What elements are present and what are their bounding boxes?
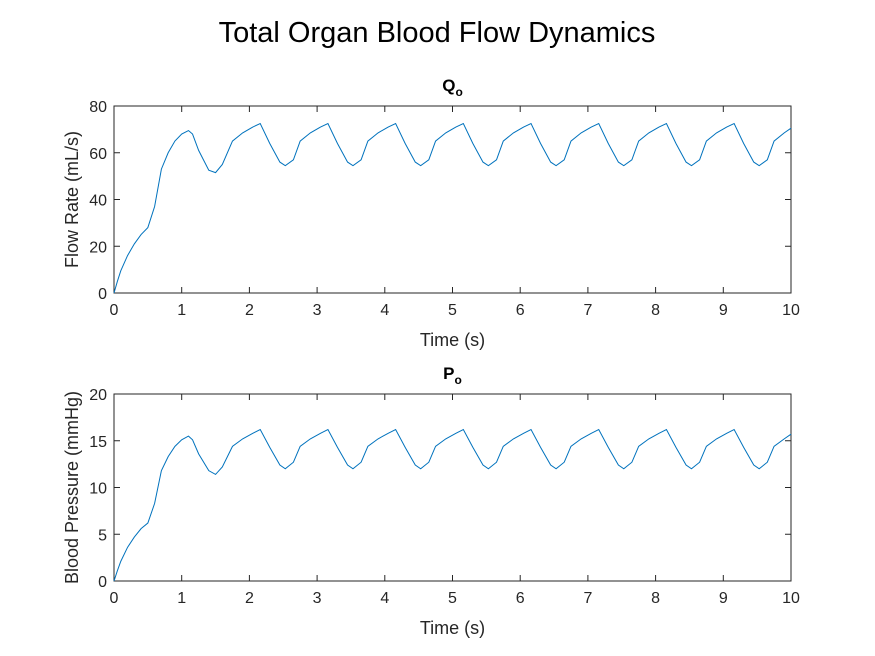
pressure-series-line [113,428,792,582]
flow-x-tick-label: 4 [380,302,389,319]
pressure-plot-frame [113,393,792,582]
flow-y-tick-label: 40 [89,193,107,210]
pressure-axes-title-subscript: o [455,373,462,387]
figure-title: Total Organ Blood Flow Dynamics [219,17,656,49]
pressure-x-tick-label: 2 [245,590,254,607]
flow-y-tick-label: 60 [89,146,107,163]
pressure-x-tick-label: 6 [516,590,525,607]
flow-y-tick-label: 0 [98,286,107,303]
pressure-y-axis-label: Blood Pressure (mmHg) [62,391,82,584]
pressure-axes-title-main: P [443,364,454,383]
flow-y-axis-label: Flow Rate (mL/s) [62,131,82,268]
pressure-x-tick-label: 9 [719,590,728,607]
pressure-y-tick-label: 15 [89,434,107,451]
pressure-x-tick-label: 3 [313,590,322,607]
flow-x-tick-label: 2 [245,302,254,319]
flow-x-tick-label: 8 [651,302,660,319]
pressure-x-tick-label: 8 [651,590,660,607]
pressure-x-tick-label: 7 [583,590,592,607]
pressure-axes-title: Po [443,364,462,387]
flow-rate-axes: 0 1 2 3 4 5 6 7 8 9 10 0 20 40 60 80 Qo Time (s) Flow Rate… [62,76,800,350]
flow-y-tick-label: 80 [89,99,107,116]
pressure-y-tick-label: 10 [89,481,107,498]
flow-x-axis-label: Time (s) [420,330,485,350]
blood-pressure-axes: 0 1 2 3 4 5 6 7 8 9 10 0 5 10 15 20 Po Time (s) Blood Pres… [62,364,800,638]
pressure-x-axis-label: Time (s) [420,618,485,638]
flow-x-tick-label: 7 [583,302,592,319]
pressure-y-tick-label: 0 [98,574,107,591]
flow-plot-frame [113,105,792,294]
pressure-y-tick-label: 20 [89,387,107,404]
flow-axes-title: Qo [442,76,463,99]
flow-x-tick-label: 3 [313,302,322,319]
flow-axes-title-subscript: o [455,85,462,99]
flow-y-tick-label: 20 [89,239,107,256]
pressure-x-tick-label: 5 [448,590,457,607]
flow-series-line [113,122,792,294]
flow-x-tick-label: 1 [177,302,186,319]
flow-axes-title-main: Q [442,76,455,95]
pressure-x-tick-label: 1 [177,590,186,607]
pressure-x-tick-label: 4 [380,590,389,607]
pressure-x-tick-label: 10 [782,590,800,607]
flow-x-tick-label: 6 [516,302,525,319]
pressure-x-tick-label: 0 [110,590,119,607]
flow-x-tick-label: 9 [719,302,728,319]
flow-x-tick-label: 0 [110,302,119,319]
flow-x-tick-label: 5 [448,302,457,319]
flow-x-tick-label: 10 [782,302,800,319]
pressure-y-tick-label: 5 [98,527,107,544]
